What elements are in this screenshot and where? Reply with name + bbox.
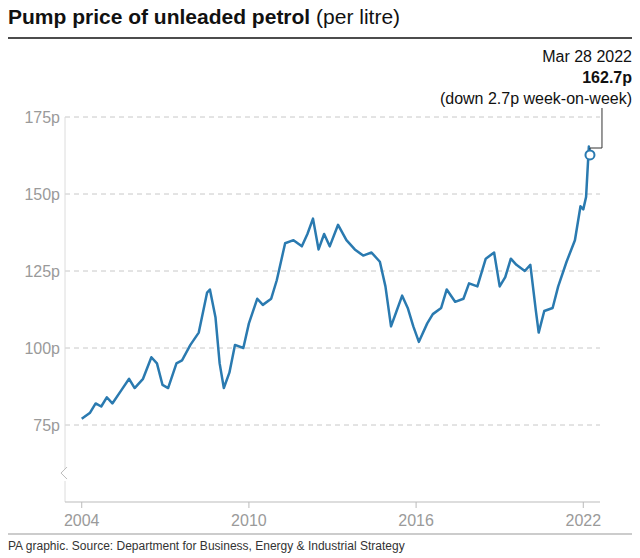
- x-tick: [583, 502, 584, 508]
- subtitle: (per litre): [310, 5, 400, 28]
- title-rule: [8, 37, 632, 39]
- x-tick-label: 2016: [398, 512, 434, 529]
- annotation-text: 162.7p: [582, 69, 632, 86]
- title-line: Pump price of unleaded petrol (per litre…: [8, 5, 400, 28]
- x-tick-label: 2022: [565, 512, 601, 529]
- y-tick-label: 125p: [24, 263, 60, 280]
- grid-line: [65, 271, 600, 272]
- grid-line: [65, 425, 600, 426]
- y-tick-label: 100p: [24, 340, 60, 357]
- y-axis-line: [65, 117, 66, 502]
- x-tick: [248, 502, 249, 508]
- source-rule: [8, 534, 632, 535]
- y-tick-label: 150p: [24, 186, 60, 203]
- y-tick-label: 75p: [33, 417, 60, 434]
- axis-break: [61, 467, 67, 479]
- x-tick-label: 2004: [64, 512, 100, 529]
- plot-area: [82, 147, 590, 419]
- x-axis-line: [65, 502, 600, 503]
- annotation-leader: [590, 108, 602, 150]
- grid-line: [65, 348, 600, 349]
- title: Pump price of unleaded petrol: [8, 5, 310, 28]
- annotation-text: (down 2.7p week-on-week): [440, 90, 632, 107]
- source: PA graphic. Source: Department for Busin…: [8, 539, 405, 553]
- x-tick-label: 2010: [231, 512, 267, 529]
- annotation-text: Mar 28 2022: [542, 48, 632, 65]
- y-tick-label: 175p: [24, 109, 60, 126]
- x-tick: [81, 502, 82, 508]
- price-line: [82, 147, 590, 419]
- grid-line: [65, 194, 600, 195]
- x-tick: [416, 502, 417, 508]
- chart: Pump price of unleaded petrol (per litre…: [0, 0, 640, 558]
- latest-point: [585, 150, 594, 159]
- grid-line: [65, 117, 600, 118]
